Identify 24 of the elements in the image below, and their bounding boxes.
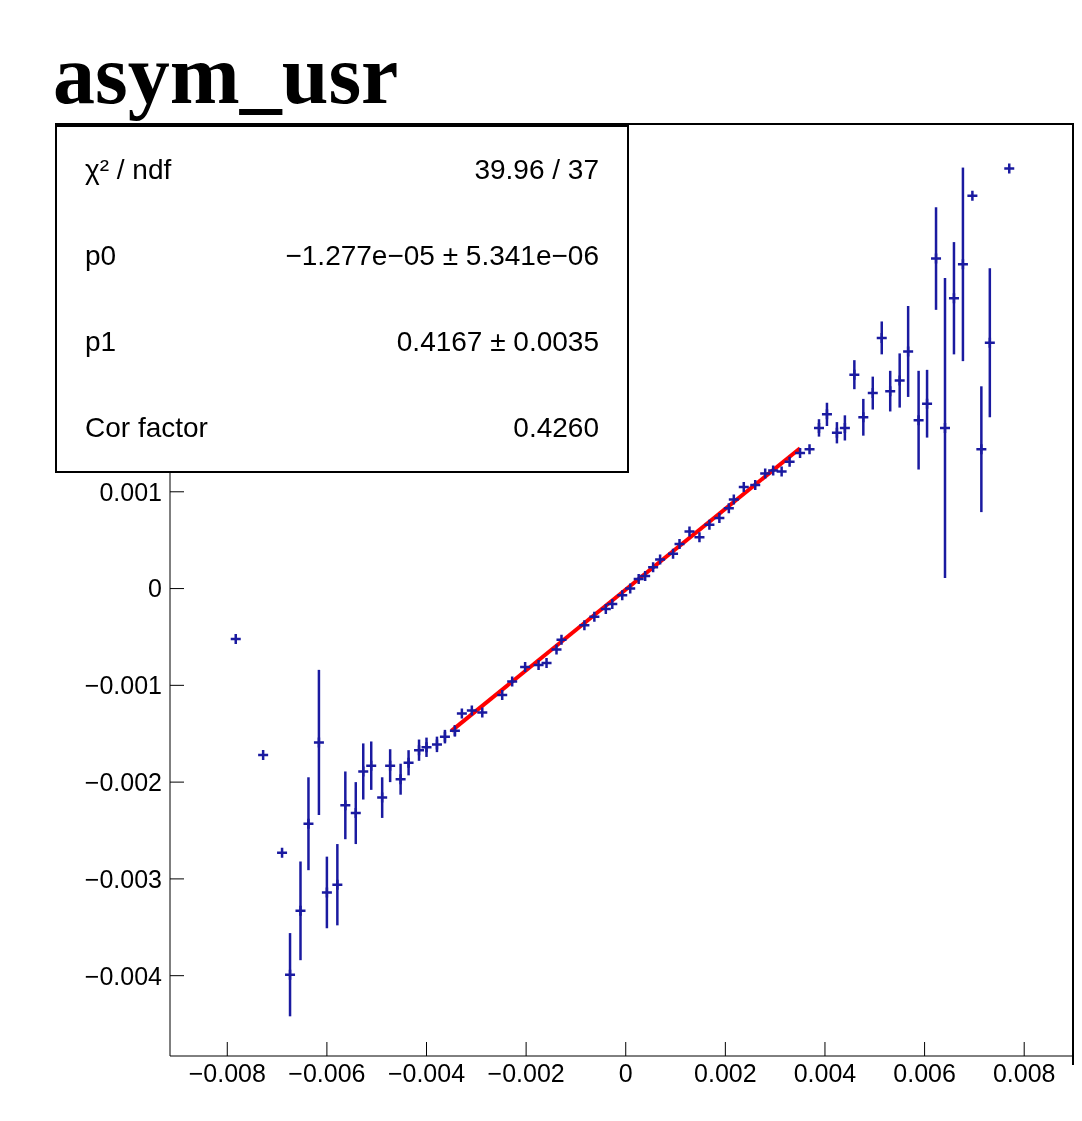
x-tick-label: −0.004 xyxy=(387,1058,466,1087)
text: p1 xyxy=(85,326,117,358)
text: p0 xyxy=(85,240,117,272)
y-tick-label: −0.002 xyxy=(84,767,162,796)
y-tick-label: −0.003 xyxy=(84,864,162,893)
annotation: χ² / ndf xyxy=(85,154,172,186)
x-tick-label: 0.004 xyxy=(793,1058,857,1087)
annotation: −1.277e−05 ± 5.341e−06 xyxy=(285,240,599,272)
annotation: Cor factor xyxy=(85,412,208,444)
x-tick-label: −0.008 xyxy=(188,1058,266,1087)
x-tick-label: 0 xyxy=(618,1058,633,1087)
annotation: 0.4260 xyxy=(513,412,599,444)
y-tick-label: −0.004 xyxy=(84,961,163,990)
annotation: 39.96 / 37 xyxy=(474,154,599,186)
y-tick-label: 0.001 xyxy=(99,477,162,506)
y-tick-label: −0.001 xyxy=(84,671,162,700)
x-tick-label: −0.002 xyxy=(487,1058,565,1087)
chart-title: asym_usr xyxy=(53,28,399,121)
x-tick-label: 0.002 xyxy=(694,1058,757,1087)
x-tick-label: 0.006 xyxy=(893,1058,956,1087)
x-tick-label: −0.006 xyxy=(288,1058,366,1087)
y-tick-label: 0 xyxy=(148,574,162,603)
x-tick-label: 0.008 xyxy=(992,1058,1056,1087)
annotation: 0.4167 ± 0.0035 xyxy=(396,326,599,358)
